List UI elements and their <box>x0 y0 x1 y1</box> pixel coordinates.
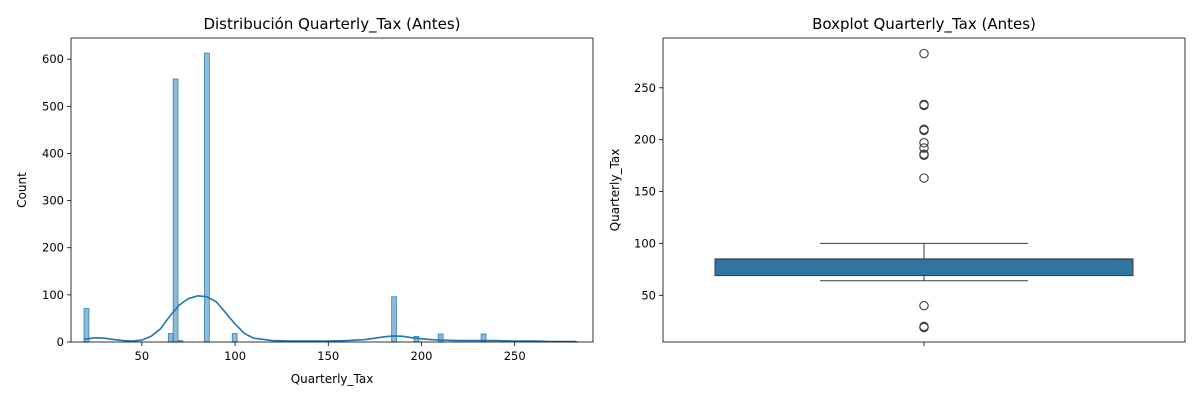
outlier-point <box>919 48 929 59</box>
y-tick-label: 600 <box>42 52 64 66</box>
histogram-chart: Distribución Quarterly_Tax (Antes) Quart… <box>15 15 594 386</box>
boxplot-plot-frame <box>662 37 1186 343</box>
x-tick-label: 250 <box>504 349 526 363</box>
boxplot-title: Boxplot Quarterly_Tax (Antes) <box>812 15 1036 34</box>
histogram-plot-frame <box>70 37 594 343</box>
y-tick-label: 100 <box>634 236 656 250</box>
histogram-y-axis-label: Count <box>15 172 29 208</box>
y-tick-label: 400 <box>42 146 64 160</box>
y-tick-label: 50 <box>641 288 656 302</box>
x-tick-label: 150 <box>317 349 339 363</box>
histogram-bar <box>231 333 238 343</box>
x-tick-label: 200 <box>411 349 433 363</box>
y-tick-label: 200 <box>634 133 656 147</box>
y-tick-label: 100 <box>42 288 64 302</box>
y-tick-label: 250 <box>634 81 656 95</box>
histogram-marks <box>83 52 578 343</box>
histogram-bar <box>172 78 179 343</box>
boxplot-marks <box>714 48 1134 333</box>
outlier-point <box>919 321 929 332</box>
iqr-box <box>714 258 1134 277</box>
histogram-bar <box>204 52 210 343</box>
kde-curve <box>83 294 577 343</box>
outlier-point <box>919 173 929 183</box>
boxplot-y-axis-label: Quarterly_Tax <box>608 149 622 232</box>
histogram-ticks: 50 100 150 200 250 0 100 200 300 400 500 600 <box>42 52 526 363</box>
outlier-point <box>919 138 929 148</box>
y-tick-label: 300 <box>42 194 64 208</box>
histogram-x-axis-label: Quarterly_Tax <box>291 372 374 386</box>
boxplot-ticks: 50 100 150 200 250 <box>634 81 925 346</box>
histogram-bar <box>83 308 90 343</box>
outlier-point <box>919 143 929 153</box>
x-tick-label: 100 <box>224 349 246 363</box>
histogram-bar <box>167 333 174 343</box>
y-tick-label: 200 <box>42 241 64 255</box>
outlier-point <box>919 124 929 135</box>
outlier-point <box>919 149 929 159</box>
outlier-point <box>919 300 929 311</box>
x-tick-label: 50 <box>135 349 150 363</box>
boxplot-chart: Boxplot Quarterly_Tax (Antes) Quarterly_… <box>608 15 1186 346</box>
outlier-point <box>919 99 929 110</box>
histogram-title: Distribución Quarterly_Tax (Antes) <box>203 15 460 34</box>
y-tick-label: 0 <box>57 335 64 349</box>
y-tick-label: 500 <box>42 99 64 113</box>
y-tick-label: 150 <box>634 185 656 199</box>
